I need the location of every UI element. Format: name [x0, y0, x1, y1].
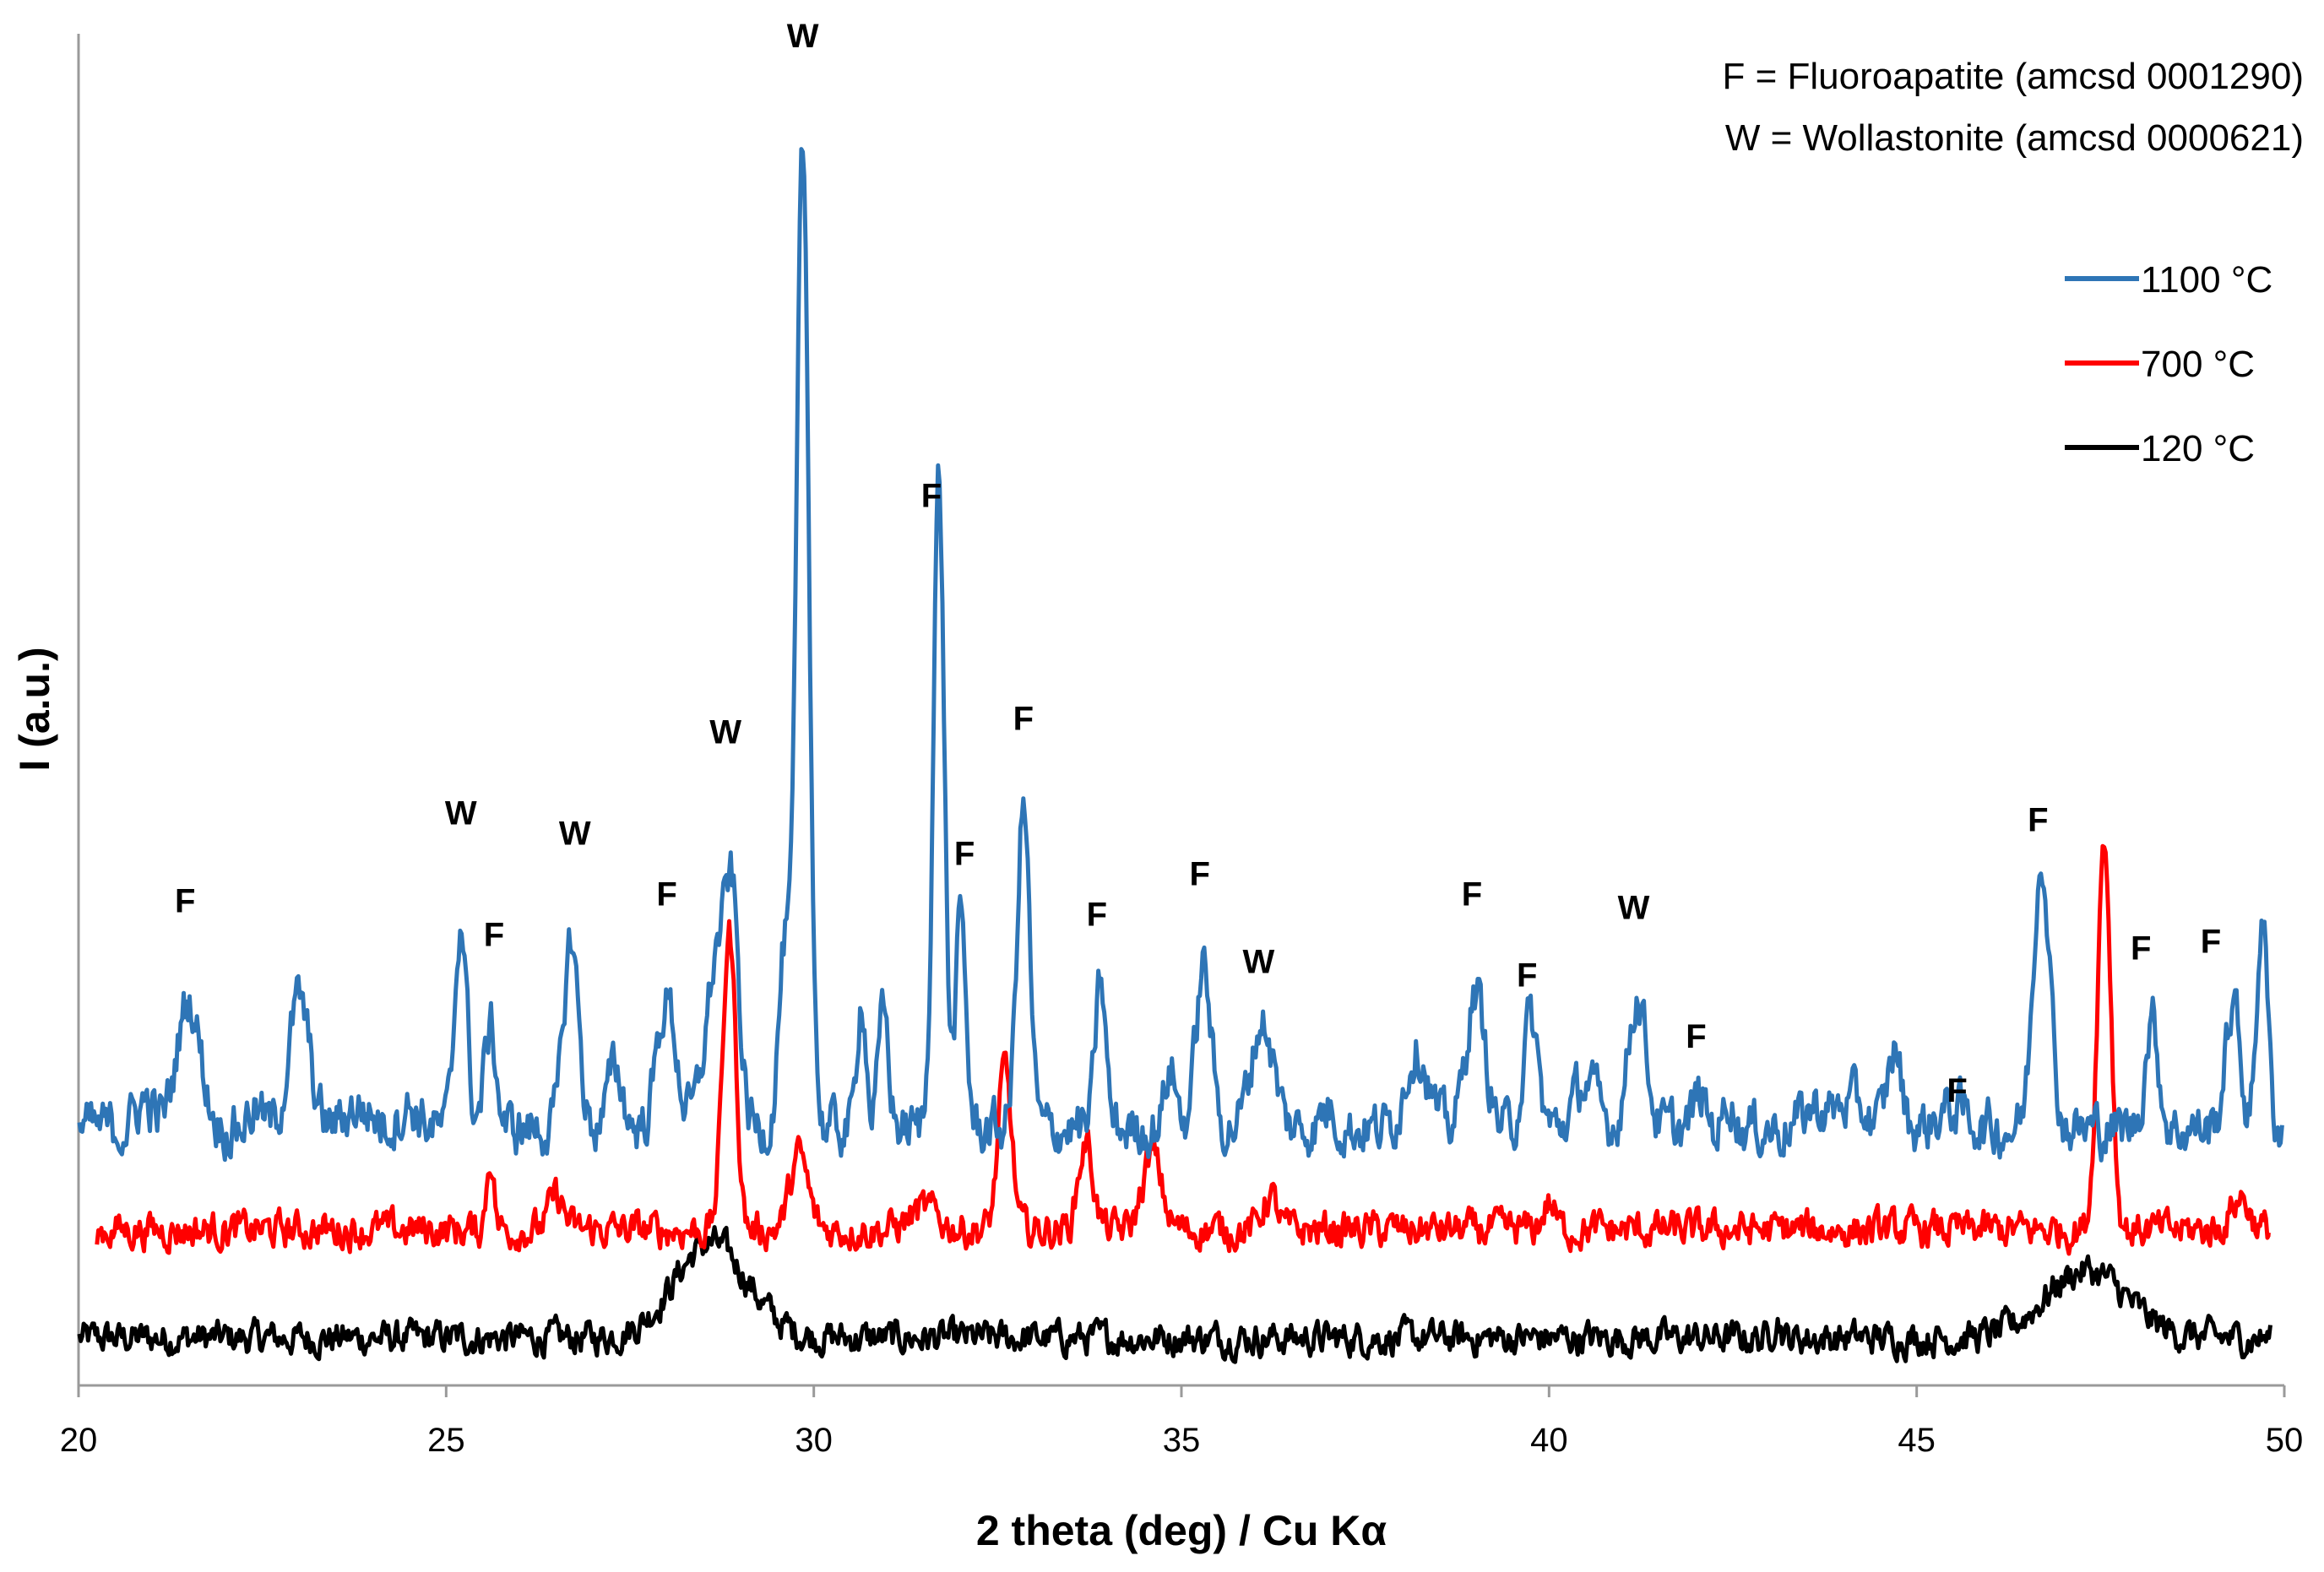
peak-label-f: F: [1517, 957, 1537, 995]
peak-label-f: F: [1013, 701, 1034, 738]
peak-label-f: F: [2028, 802, 2048, 839]
x-tick-label: 50: [2266, 1422, 2304, 1459]
series-line-1100: [77, 147, 2284, 1163]
peak-label-w: W: [787, 18, 819, 55]
peak-label-w: W: [1243, 944, 1275, 981]
peak-annotations: F W F W F W W F F F F F W F F W F F F F F: [175, 18, 2221, 1109]
legend-label-1100: 1100 °C: [2141, 259, 2272, 301]
peak-label-f: F: [1462, 876, 1482, 913]
series-group: [77, 147, 2284, 1364]
y-axis-title: I (a.u.): [11, 647, 58, 771]
series-line-120: [77, 1225, 2272, 1364]
x-tick-label: 35: [1163, 1422, 1201, 1459]
x-tick-label: 30: [795, 1422, 833, 1459]
peak-label-f: F: [954, 836, 975, 873]
peak-label-f: F: [656, 876, 676, 913]
legend-label-700: 700 °C: [2141, 344, 2255, 385]
peak-label-w: W: [445, 795, 477, 832]
series-line-700: [95, 843, 2272, 1256]
peak-label-f: F: [1190, 856, 1210, 893]
note-fluoroapatite: F = Fluoroapatite (amcsd 0001290): [1723, 56, 2305, 97]
note-wollastonite: W = Wollastonite (amcsd 0000621): [1725, 117, 2304, 159]
peak-label-w: W: [1618, 890, 1650, 927]
peak-label-f: F: [921, 477, 942, 514]
peak-label-f: F: [2131, 930, 2151, 968]
peak-label-f: F: [1947, 1072, 1967, 1109]
legend-label-120: 120 °C: [2141, 428, 2255, 469]
x-tick-label: 20: [60, 1422, 98, 1459]
x-tick-label: 25: [427, 1422, 465, 1459]
x-tick-label: 40: [1530, 1422, 1568, 1459]
x-tick-label: 45: [1898, 1422, 1936, 1459]
legend: 1100 °C 700 °C 120 °C: [2065, 259, 2272, 469]
peak-label-f: F: [2201, 924, 2221, 961]
x-axis-ticks: 20 25 30 35 40 45 50: [60, 1385, 2304, 1459]
peak-label-f: F: [175, 883, 195, 920]
peak-label-w: W: [559, 816, 591, 853]
peak-label-f: F: [1686, 1018, 1706, 1055]
peak-label-f: F: [484, 917, 504, 954]
peak-label-w: W: [709, 714, 741, 751]
peak-label-f: F: [1087, 897, 1107, 934]
x-axis-title: 2 theta (deg) / Cu Kα: [976, 1507, 1387, 1554]
